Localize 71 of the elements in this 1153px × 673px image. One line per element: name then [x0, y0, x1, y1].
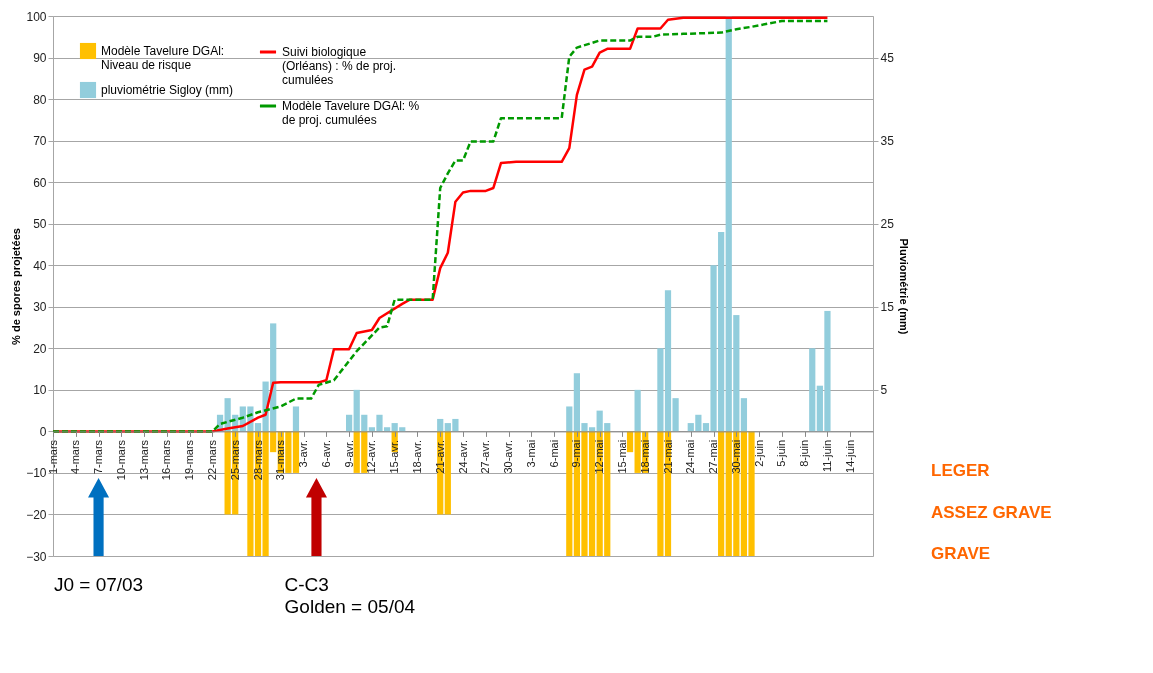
y2-tick-label: 15 — [880, 300, 895, 315]
y-tick-label: 20 — [33, 341, 47, 356]
x-tick-label: 25-mars — [228, 439, 241, 481]
x-tick-label: 19-mars — [183, 439, 196, 481]
bar — [566, 406, 573, 432]
x-tick-label: 22-mars — [205, 439, 218, 481]
x-tick-label: 27-mai — [707, 439, 720, 474]
x-tick-label: 18-mai — [638, 439, 651, 474]
y2-axis-title: Pluviométrie (mm) — [897, 238, 910, 335]
y-tick-label: 60 — [33, 175, 47, 190]
legend-label: Modèle Tavelure DGAl: Niveau de risque — [101, 44, 225, 72]
y-tick-label: 0 — [39, 424, 47, 439]
text: C-C3 Golden = 05/04 — [284, 574, 416, 617]
y2-tick-label: 25 — [880, 217, 895, 232]
bar — [809, 348, 816, 432]
x-tick-label: 2-juin — [752, 439, 765, 467]
y-tick-label: −30 — [26, 549, 47, 564]
y-tick-label: −20 — [26, 507, 47, 522]
x-tick-label: 31-mars — [274, 439, 287, 481]
y-tick-label: 10 — [33, 383, 47, 398]
x-tick-label: 9-avr. — [342, 439, 355, 468]
y-tick-label: 90 — [33, 51, 47, 66]
x-tick-label: 11-juin — [820, 439, 833, 473]
y-tick-label: 50 — [33, 217, 47, 232]
y-tick-label: −10 — [26, 466, 47, 481]
x-tick-label: 12-mai — [593, 439, 606, 474]
y-tick-label: 30 — [33, 300, 47, 315]
x-tick-label: 30-mai — [729, 439, 742, 474]
x-tick-label: 30-avr. — [502, 439, 515, 474]
x-tick-label: 3-mai — [524, 439, 537, 468]
text: ASSEZ GRAVE — [931, 502, 1052, 522]
x-tick-label: 10-mars — [114, 439, 127, 481]
x-tick-label: 3-avr. — [297, 439, 310, 468]
x-tick-label: 24-avr. — [456, 439, 469, 474]
x-tick-label: 8-juin — [798, 439, 811, 467]
y-tick-label: 80 — [33, 92, 47, 107]
y-axis-title: % de spores projetées — [10, 228, 23, 345]
legend-label: pluviométrie Sigloy (mm) — [101, 83, 234, 97]
x-tick-label: 18-avr. — [410, 439, 423, 474]
x-tick-label: 1-mars — [46, 439, 59, 475]
x-tick-label: 5-juin — [775, 439, 788, 467]
y2-tick-label: 35 — [880, 134, 895, 149]
x-tick-label: 28-mars — [251, 439, 264, 481]
text: J0 = 07/03 — [53, 574, 144, 595]
x-tick-label: 6-mai — [547, 439, 560, 468]
bar — [740, 398, 748, 432]
legend-label: Suivi biologique (Orléans) : % de proj. cumulées — [282, 45, 397, 87]
x-tick-label: 16-mars — [160, 439, 173, 481]
y2-tick-label: 45 — [880, 51, 895, 66]
x-tick-label: 14-juin — [843, 439, 856, 473]
text: GRAVE — [931, 544, 991, 564]
x-tick-label: 21-mai — [661, 439, 674, 474]
x-tick-label: 13-mars — [137, 439, 150, 481]
x-tick-label: 12-avr. — [365, 439, 378, 474]
x-tick-label: 15-avr. — [388, 439, 401, 474]
x-tick-label: 15-mai — [615, 439, 628, 474]
x-tick-label: 9-mai — [570, 439, 583, 468]
x-tick-label: 27-avr. — [479, 439, 492, 474]
bar — [346, 414, 353, 432]
y2-tick-label: 5 — [880, 383, 888, 398]
bar — [437, 418, 444, 432]
x-tick-label: 24-mai — [684, 439, 697, 474]
y-tick-label: 100 — [26, 9, 47, 24]
y-tick-label: 70 — [33, 134, 47, 149]
x-tick-label: 6-avr. — [319, 439, 332, 468]
y-tick-label: 40 — [33, 258, 47, 273]
x-tick-label: 21-avr. — [433, 439, 446, 474]
x-tick-label: 4-mars — [69, 439, 82, 475]
x-tick-label: 7-mars — [92, 439, 105, 475]
text: LEGER — [931, 461, 990, 481]
legend-label: Modèle Tavelure DGAl: % de proj. cumulées — [282, 99, 420, 127]
